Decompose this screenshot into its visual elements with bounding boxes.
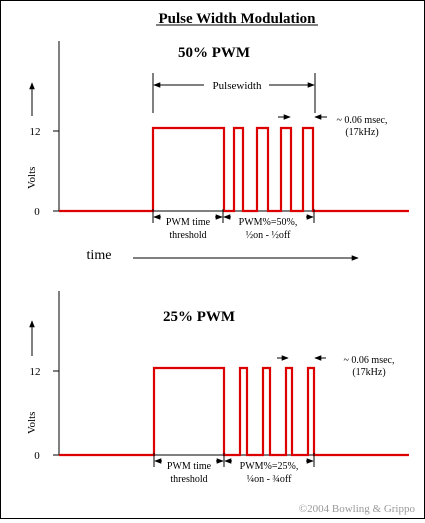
panel-50-pwm: 50% PWM 12 0 Volts Pulsewidth ~ 0.06 mse… (26, 41, 409, 241)
period-label-line1: ~ 0.06 msec, (344, 355, 395, 366)
panel-heading: 25% PWM (163, 309, 235, 325)
pwm-signal-25 (59, 366, 409, 457)
threshold-line2: threshold (170, 474, 207, 485)
copyright-notice: ©2004 Bowling & Grippo (299, 503, 416, 515)
y-tick-label-0: 0 (34, 206, 40, 218)
y-axis-label: Volts (26, 167, 38, 189)
duty-line2: ½on - ½off (246, 230, 291, 241)
y-tick-label-0: 0 (34, 450, 40, 462)
y-tick-label-12: 12 (30, 126, 41, 138)
diagram-title: Pulse Width Modulation (159, 11, 317, 27)
panel-heading: 50% PWM (178, 45, 250, 61)
time-label: time (87, 248, 112, 263)
y-axis-label: Volts (26, 412, 38, 434)
threshold-line2: threshold (169, 230, 206, 241)
duty-line1: PWM%=25%, (240, 461, 299, 472)
duty-line2: ¼on - ¾off (247, 474, 292, 485)
pwm-signal-50 (59, 126, 409, 213)
period-label-line2: (17kHz) (352, 367, 385, 378)
threshold-line1: PWM time (166, 217, 211, 228)
threshold-line1: PWM time (167, 461, 212, 472)
period-label-line1: ~ 0.06 msec, (337, 115, 388, 126)
pulsewidth-label: Pulsewidth (213, 80, 262, 92)
panel-25-pwm: 25% PWM 12 0 Volts ~ 0.06 msec, (17kHz) … (26, 291, 409, 485)
duty-line1: PWM%=50%, (239, 217, 298, 228)
y-tick-label-12: 12 (30, 366, 41, 378)
period-label-line2: (17kHz) (345, 127, 378, 138)
